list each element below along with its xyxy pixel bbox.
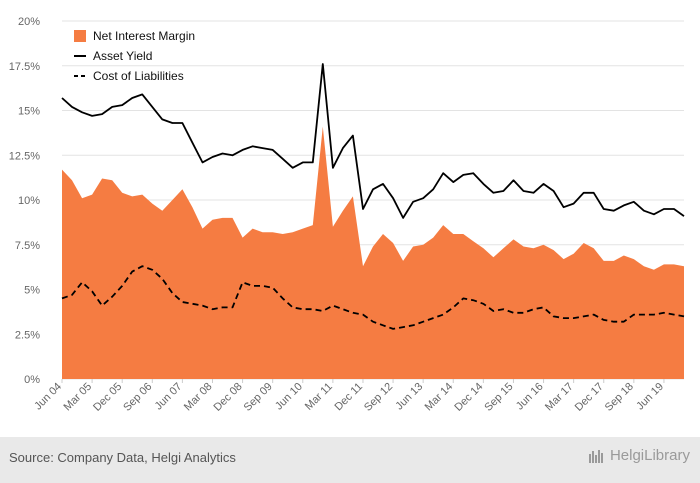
x-tick-label: Dec 08: [212, 381, 245, 414]
y-tick-label: 10%: [18, 195, 40, 207]
x-tick-label: Dec 05: [91, 381, 124, 414]
source-note: Source: Company Data, Helgi Analytics: [9, 450, 236, 465]
x-tick-label: Dec 17: [573, 381, 606, 414]
chart-canvas: 0% 2.5% 5% 7.5% 10% 12.5% 15% 17.5% 20% Jun 04Ma…: [9, 16, 685, 414]
x-tick-label: Mar 08: [182, 381, 215, 414]
legend-swatch: [74, 30, 86, 42]
legend-label: Asset Yield: [93, 49, 152, 63]
x-tick-label: Mar 14: [423, 381, 456, 414]
y-tick-label: 12.5%: [9, 150, 40, 162]
x-tick-label: Sep 12: [362, 381, 395, 414]
y-tick-label: 17.5%: [9, 61, 40, 73]
y-tick-label: 20%: [18, 16, 40, 28]
x-tick-label: Sep 15: [482, 381, 515, 414]
helgi-library-logo[interactable]: HelgiLibrary: [588, 447, 690, 464]
logo-text: HelgiLibrary: [609, 447, 690, 464]
x-tick-label: Dec 11: [333, 381, 366, 414]
y-tick-label: 0%: [24, 374, 40, 386]
x-tick-label: Mar 11: [303, 381, 335, 413]
legend-item[interactable]: Cost of Liabilities: [74, 69, 184, 83]
x-tick-label: Jun 07: [153, 381, 185, 413]
legend-label: Cost of Liabilities: [93, 69, 184, 83]
x-tick-label: Mar 17: [543, 381, 576, 414]
net-interest-margin-area: [62, 126, 684, 379]
x-tick-label: Jun 19: [634, 381, 666, 413]
legend-item[interactable]: Asset Yield: [74, 49, 152, 63]
legend-label: Net Interest Margin: [93, 29, 195, 43]
x-tick-label: Jun 10: [273, 381, 305, 413]
x-tick-label: Sep 18: [603, 381, 636, 414]
x-tick-label: Jun 13: [393, 381, 425, 413]
x-tick-label: Dec 14: [452, 381, 485, 414]
chart-series: [61, 63, 685, 379]
y-tick-label: 2.5%: [15, 329, 40, 341]
x-tick-label: Sep 09: [242, 381, 275, 414]
y-tick-label: 5%: [24, 285, 40, 297]
y-axis-tick-labels: 0% 2.5% 5% 7.5% 10% 12.5% 15% 17.5% 20%: [9, 16, 40, 386]
helgi-library-icon: [588, 449, 603, 463]
legend-item[interactable]: Net Interest Margin: [74, 29, 195, 43]
y-tick-label: 7.5%: [15, 240, 40, 252]
chart-legend: Net Interest Margin Asset Yield Cost of Li…: [74, 29, 195, 83]
x-tick-label: Sep 06: [121, 381, 154, 414]
y-tick-label: 15%: [18, 106, 40, 118]
cost-of-liabilities-line: [61, 265, 685, 330]
footer: Source: Company Data, Helgi Analytics He…: [0, 437, 700, 483]
x-tick-label: Jun 16: [514, 381, 546, 413]
asset-yield-line: [61, 63, 685, 219]
x-tick-label: Mar 05: [62, 381, 95, 414]
